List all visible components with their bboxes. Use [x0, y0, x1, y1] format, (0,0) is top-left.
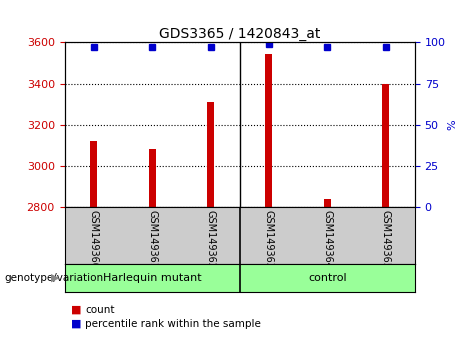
- Bar: [382, 84, 389, 207]
- Bar: [266, 54, 272, 207]
- Text: ■: ■: [71, 319, 82, 329]
- Bar: [148, 149, 156, 207]
- Text: GSM149360: GSM149360: [89, 210, 99, 269]
- Text: control: control: [308, 273, 347, 283]
- Text: GSM149364: GSM149364: [322, 210, 332, 269]
- Text: ■: ■: [71, 305, 82, 315]
- Text: GSM149365: GSM149365: [381, 210, 391, 269]
- Y-axis label: %: %: [447, 119, 457, 130]
- Bar: [90, 141, 97, 207]
- Text: count: count: [85, 305, 115, 315]
- Bar: [324, 199, 331, 207]
- Text: ▶: ▶: [52, 273, 60, 283]
- Title: GDS3365 / 1420843_at: GDS3365 / 1420843_at: [159, 28, 320, 41]
- Text: Harlequin mutant: Harlequin mutant: [103, 273, 201, 283]
- Text: GSM149363: GSM149363: [264, 210, 274, 269]
- Text: genotype/variation: genotype/variation: [5, 273, 104, 283]
- Bar: [207, 102, 214, 207]
- Text: GSM149361: GSM149361: [147, 210, 157, 269]
- Text: GSM149362: GSM149362: [206, 210, 216, 269]
- Text: percentile rank within the sample: percentile rank within the sample: [85, 319, 261, 329]
